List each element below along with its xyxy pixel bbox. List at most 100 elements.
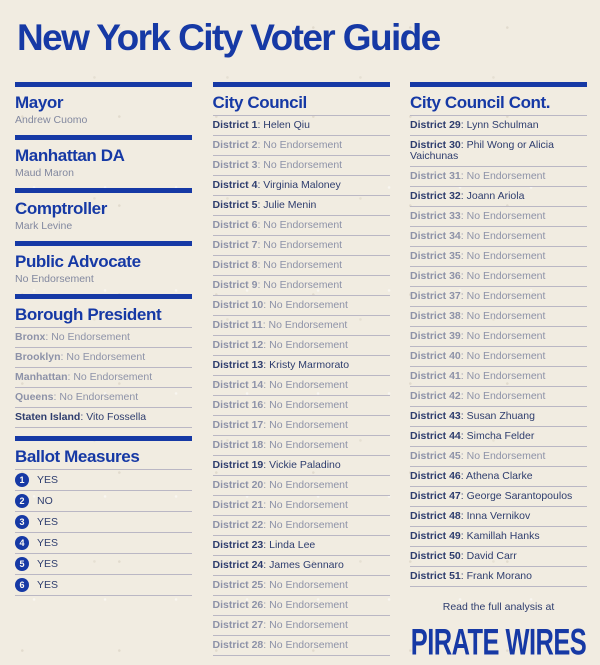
row-value: Simcha Felder	[466, 430, 535, 442]
endorsement-row: Staten Island: Vito Fossella	[15, 408, 192, 428]
endorsement-row: District 41: No Endorsement	[410, 367, 587, 387]
row-label: District 20	[212, 479, 264, 491]
row-label: District 21	[212, 499, 264, 511]
row-label: District 18	[212, 439, 264, 451]
measure-number-badge: 2	[15, 494, 29, 508]
section-ballot-measures: Ballot Measures 1 YES 2 NO 3 YES 4 YES 5 YES 6 YES	[15, 436, 192, 596]
endorsement-row: District 8: No Endorsement	[212, 256, 390, 276]
endorsement-row: District 38: No Endorsement	[410, 307, 587, 327]
row-label: Manhattan	[15, 371, 68, 383]
city-council-cont-rows: District 29: Lynn Schulman District 30: P…	[410, 115, 587, 587]
endorsement-row: District 18: No Endorsement	[212, 436, 390, 456]
row-value: No Endorsement	[269, 339, 348, 351]
row-label: District 37	[410, 290, 461, 302]
endorsement-value: Maud Maron	[15, 167, 74, 179]
row-value: No Endorsement	[263, 259, 343, 271]
endorsement-row: District 21: No Endorsement	[212, 496, 390, 516]
measure-number-badge: 5	[15, 557, 29, 571]
row-label: District 51	[410, 570, 461, 582]
row-value: No Endorsement	[269, 299, 348, 311]
ballot-measure-row: 2 NO	[15, 491, 192, 512]
endorsement-row: Bronx: No Endorsement	[15, 328, 192, 348]
row-label: District 50	[410, 550, 461, 562]
endorsement-row: District 25: No Endorsement	[212, 576, 390, 596]
row-value: No Endorsement	[269, 499, 348, 511]
row-value: No Endorsement	[466, 370, 546, 382]
ballot-measure-row: 6 YES	[15, 575, 192, 596]
row-label: Staten Island	[15, 411, 81, 423]
section-bar	[212, 82, 390, 87]
row-value: No Endorsement	[73, 371, 153, 383]
section-heading: Public Advocate	[15, 252, 141, 271]
row-value: No Endorsement	[466, 290, 546, 302]
row-value: George Sarantopoulos	[466, 490, 573, 502]
row-value: Linda Lee	[269, 539, 316, 551]
row-label: District 25	[212, 579, 264, 591]
row-label: District 7	[212, 239, 258, 251]
row-value: No Endorsement	[59, 391, 139, 403]
measure-answer: NO	[37, 494, 53, 507]
office-sections: Mayor Andrew Cuomo Manhattan DA Maud Mar…	[15, 82, 192, 285]
row-label: District 6	[212, 219, 258, 231]
endorsement-row: District 49: Kamillah Hanks	[410, 527, 587, 547]
measure-answer: YES	[37, 473, 59, 486]
endorsement-row: District 1: Helen Qiu	[212, 116, 390, 136]
row-value: No Endorsement	[466, 450, 546, 462]
section-heading: Comptroller	[15, 199, 107, 218]
row-label: District 1	[212, 119, 258, 131]
row-label: District 41	[410, 370, 461, 382]
row-value: No Endorsement	[466, 350, 546, 362]
ballot-measure-row: 5 YES	[15, 554, 192, 575]
section-bar	[15, 135, 192, 140]
section-heading: Ballot Measures	[15, 447, 140, 466]
row-value: No Endorsement	[269, 639, 348, 651]
endorsement-row: District 6: No Endorsement	[212, 216, 390, 236]
row-value: No Endorsement	[466, 230, 546, 242]
row-value: No Endorsement	[466, 310, 546, 322]
endorsement-row: District 12: No Endorsement	[212, 336, 390, 356]
row-value: No Endorsement	[466, 270, 546, 282]
row-value: Helen Qiu	[263, 119, 310, 131]
endorsement-value: No Endorsement	[15, 273, 94, 285]
measure-answer: YES	[37, 536, 59, 549]
endorsement-row: District 35: No Endorsement	[410, 247, 587, 267]
endorsement-row: District 37: No Endorsement	[410, 287, 587, 307]
ballot-measure-row: 4 YES	[15, 533, 192, 554]
measure-answer: YES	[37, 578, 59, 591]
row-label: District 11	[212, 319, 263, 331]
row-value: No Endorsement	[263, 239, 343, 251]
row-value: No Endorsement	[269, 519, 348, 531]
row-label: District 39	[410, 330, 461, 342]
row-value: No Endorsement	[51, 331, 130, 343]
row-label: District 22	[212, 519, 264, 531]
row-value: No Endorsement	[268, 319, 348, 331]
endorsement-row: District 43: Susan Zhuang	[410, 407, 587, 427]
row-label: District 27	[212, 619, 264, 631]
row-label: District 14	[212, 379, 264, 391]
row-label: District 17	[212, 419, 264, 431]
row-value: No Endorsement	[263, 219, 343, 231]
row-value: No Endorsement	[466, 330, 546, 342]
footer-read-text: Read the full analysis at	[442, 601, 555, 613]
row-label: District 35	[410, 250, 461, 262]
row-value: Athena Clarke	[466, 470, 533, 482]
row-label: District 24	[212, 559, 264, 571]
endorsement-row: District 27: No Endorsement	[212, 616, 390, 636]
endorsement-row: District 13: Kristy Marmorato	[212, 356, 390, 376]
section-public-advocate: Public Advocate No Endorsement	[15, 241, 192, 285]
row-value: Kamillah Hanks	[466, 530, 540, 542]
row-label: District 13	[212, 359, 264, 371]
row-label: District 12	[212, 339, 264, 351]
row-label: District 38	[410, 310, 461, 322]
row-value: Virginia Maloney	[263, 179, 341, 191]
endorsement-value: Mark Levine	[15, 220, 73, 232]
endorsement-row: District 20: No Endorsement	[212, 476, 390, 496]
row-label: District 19	[212, 459, 264, 471]
row-value: Joann Ariola	[466, 190, 525, 202]
section-heading: Mayor	[15, 93, 64, 112]
endorsement-row: District 36: No Endorsement	[410, 267, 587, 287]
row-value: No Endorsement	[263, 159, 343, 171]
row-value: No Endorsement	[466, 170, 546, 182]
row-value: Inna Vernikov	[466, 510, 531, 522]
section-heading: City Council	[212, 93, 308, 112]
